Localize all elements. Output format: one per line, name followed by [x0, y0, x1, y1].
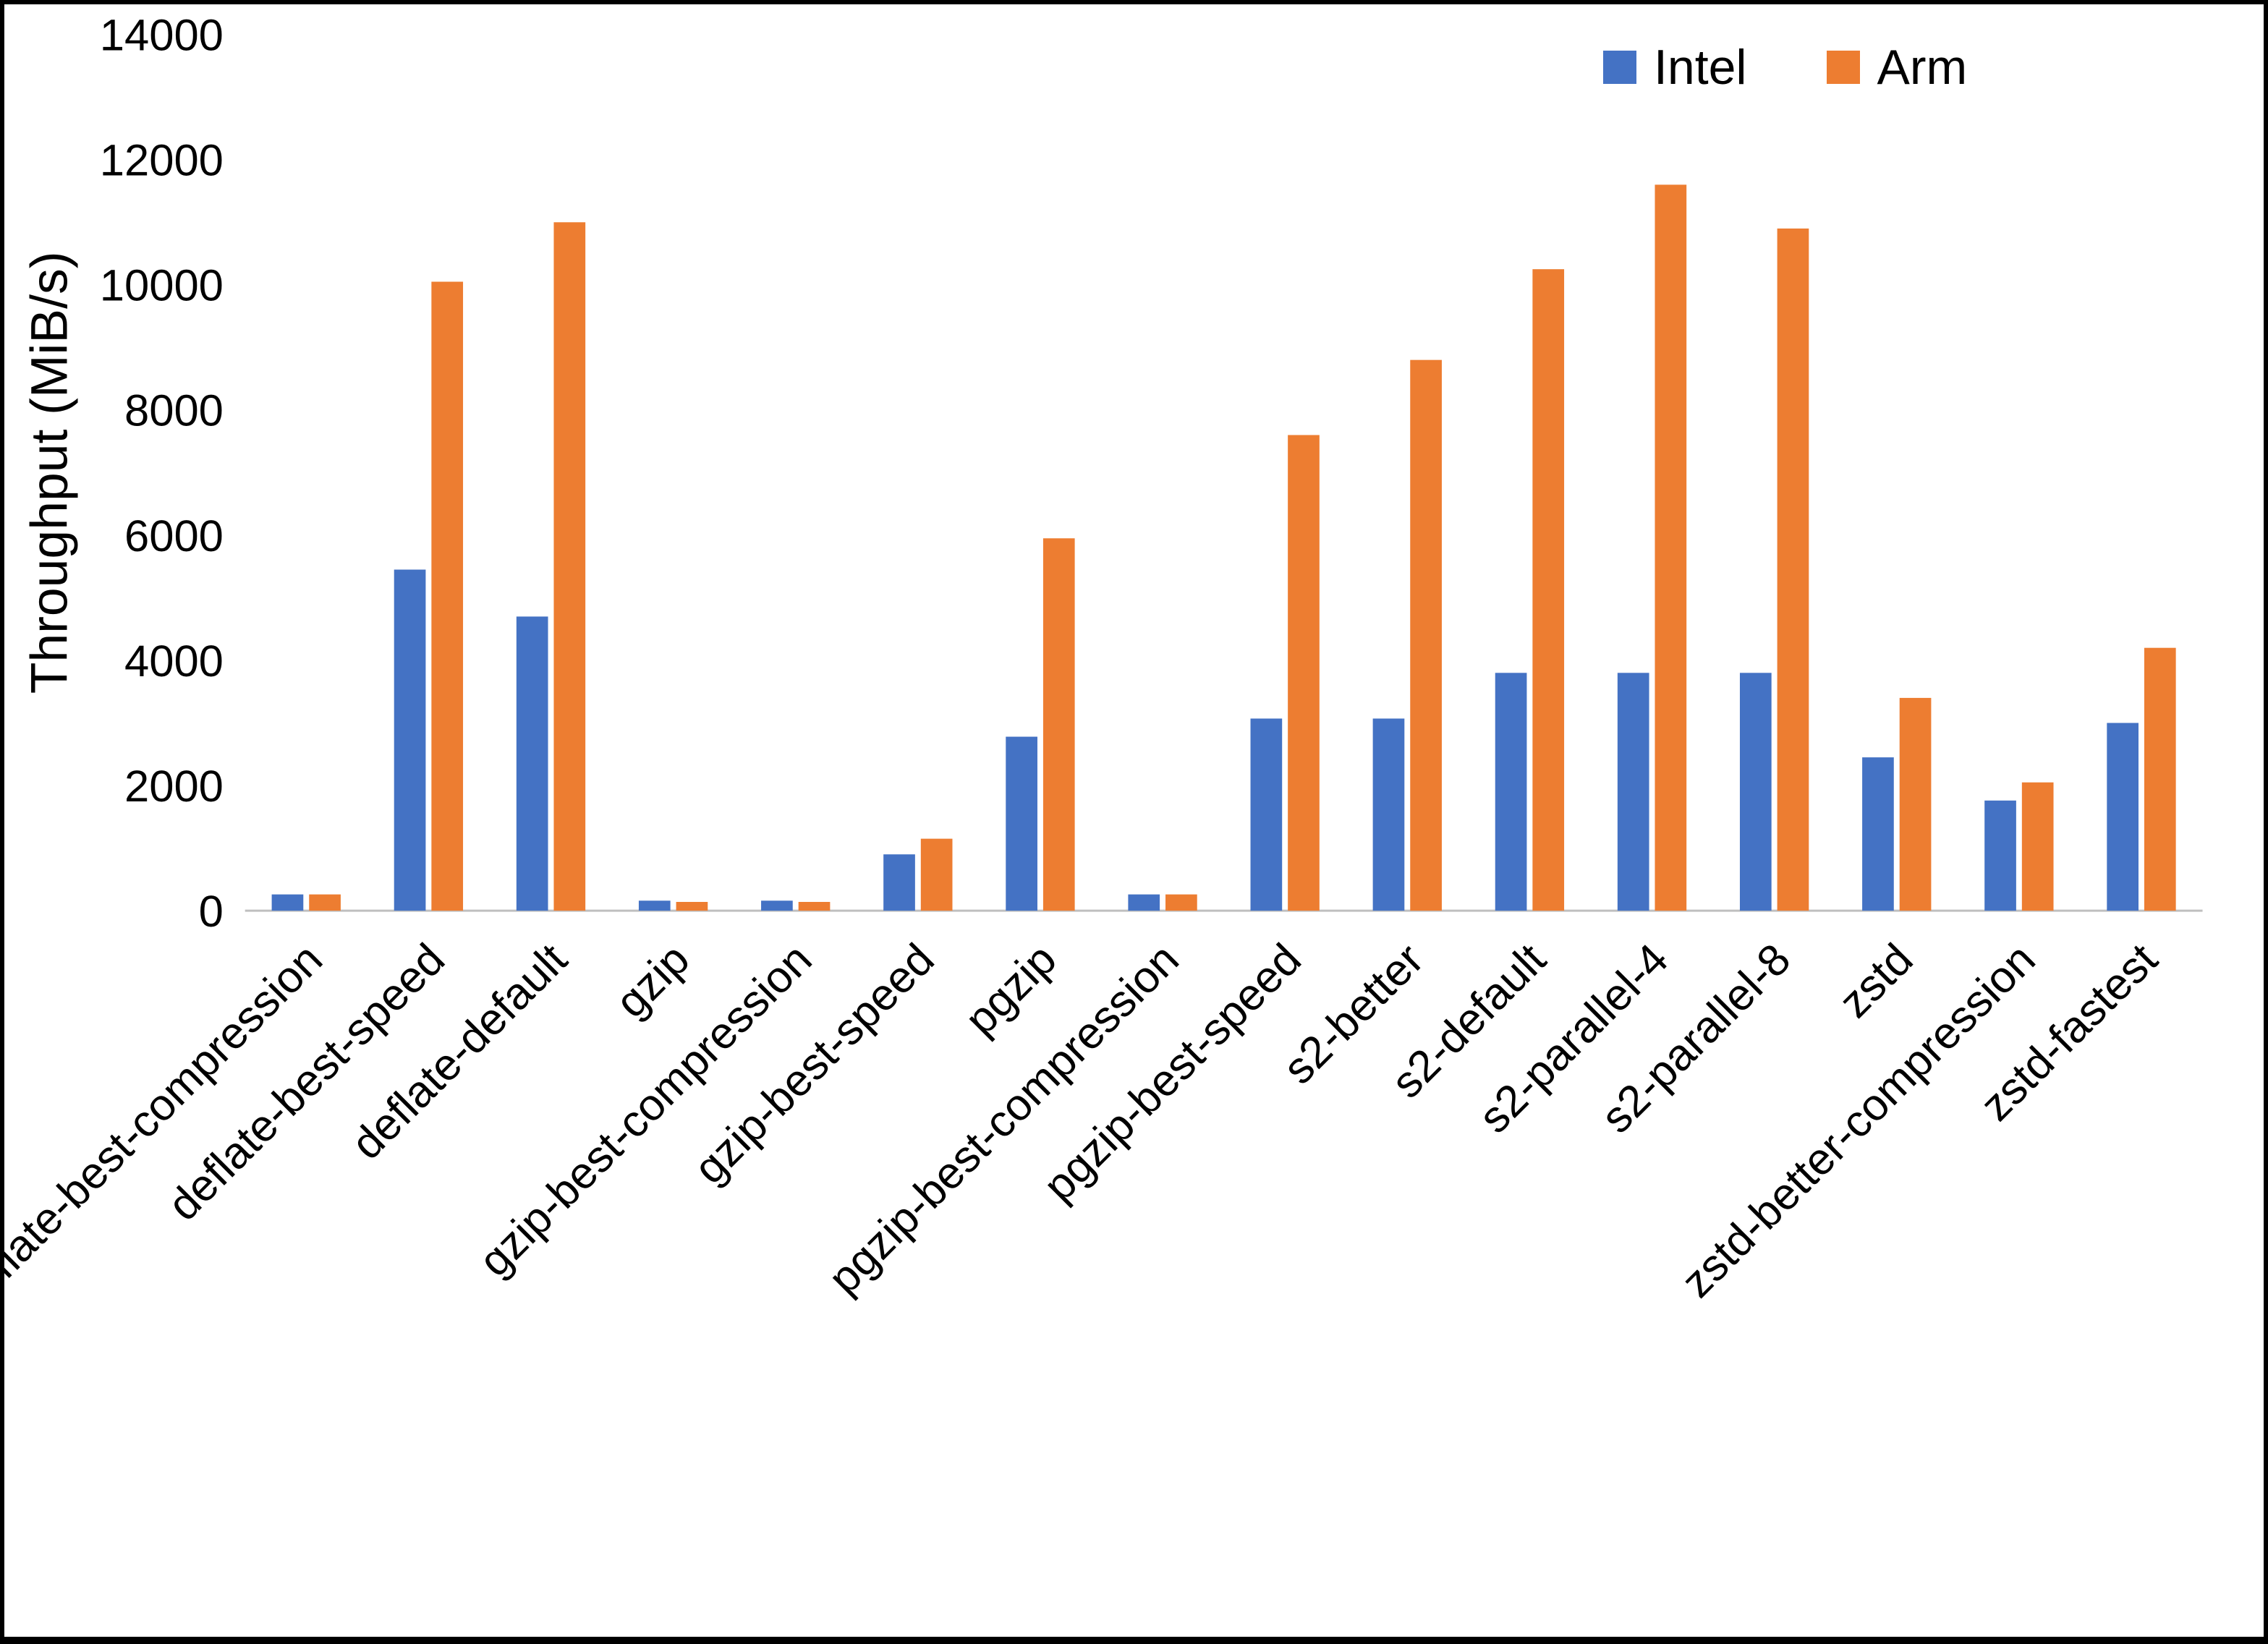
bar-arm-pgzip-best-compression	[1165, 894, 1197, 911]
bar-arm-s2-default	[1532, 269, 1565, 911]
legend-item-arm: Arm	[1826, 39, 1968, 95]
bar-intel-zstd	[1862, 757, 1894, 911]
x-tick-label: pgzip	[956, 934, 1066, 1045]
bar-arm-pgzip	[1042, 538, 1075, 911]
legend-label-intel: Intel	[1654, 40, 1747, 95]
x-tick-label: gzip	[606, 934, 700, 1028]
bar-chart: 0 2000 4000 6000 8000 10000 12000 14000 Throughp…	[4, 4, 2264, 1637]
x-tick-label: zstd	[1830, 934, 1923, 1028]
bar-intel-gzip-best-speed	[883, 854, 915, 911]
bar-intel-zstd-better-compression	[1984, 800, 2016, 911]
x-tick-label: deflate-default	[342, 934, 577, 1170]
bar-arm-deflate-default	[553, 222, 586, 911]
bar-arm-gzip	[676, 902, 708, 911]
bar-arm-deflate-best-speed	[431, 281, 464, 911]
bar-arm-zstd-fastest	[2144, 647, 2176, 911]
chart-svg: 0 2000 4000 6000 8000 10000 12000 14000 Throughp…	[4, 11, 2203, 1323]
y-tick-label: 14000	[100, 11, 224, 61]
bar-arm-pgzip-best-speed	[1288, 435, 1320, 911]
bar-arm-zstd	[1899, 697, 1932, 911]
bar-intel-s2-default	[1495, 673, 1527, 911]
y-tick-label: 0	[199, 887, 224, 937]
bar-arm-gzip-best-speed	[920, 838, 953, 911]
bar-intel-gzip-best-compression	[761, 900, 793, 911]
y-tick-label: 4000	[124, 636, 224, 686]
y-axis-title: Throughput (MiB/s)	[20, 252, 78, 694]
chart-legend: Intel Arm	[1603, 39, 1967, 95]
bar-arm-deflate-best-compression	[309, 894, 341, 911]
bar-intel-pgzip-best-speed	[1250, 718, 1283, 911]
bar-intel-s2-parallel-8	[1739, 673, 1772, 911]
y-tick-label: 8000	[124, 386, 224, 436]
bar-intel-pgzip-best-compression	[1128, 894, 1160, 911]
y-tick-label: 12000	[100, 136, 224, 186]
bar-intel-s2-better	[1372, 718, 1405, 911]
intel-legend-swatch	[1603, 51, 1636, 84]
legend-item-intel: Intel	[1603, 39, 1747, 95]
legend-label-arm: Arm	[1877, 40, 1968, 95]
bar-arm-s2-parallel-8	[1777, 228, 1809, 911]
y-tick-label: 2000	[124, 762, 224, 812]
bar-intel-deflate-default	[516, 616, 548, 911]
bar-intel-deflate-best-speed	[394, 569, 426, 911]
bar-intel-pgzip	[1006, 736, 1037, 911]
bar-arm-s2-better	[1410, 359, 1442, 911]
y-tick-label: 6000	[124, 511, 224, 561]
bar-intel-deflate-best-compression	[271, 894, 304, 911]
bar-arm-gzip-best-compression	[798, 902, 831, 911]
bar-intel-gzip	[638, 900, 671, 911]
bar-intel-s2-parallel-4	[1617, 673, 1649, 911]
y-tick-label: 10000	[100, 261, 224, 311]
arm-legend-swatch	[1826, 51, 1860, 84]
bar-arm-zstd-better-compression	[2021, 782, 2054, 911]
bar-intel-zstd-fastest	[2107, 723, 2139, 911]
bar-arm-s2-parallel-4	[1655, 184, 1687, 911]
